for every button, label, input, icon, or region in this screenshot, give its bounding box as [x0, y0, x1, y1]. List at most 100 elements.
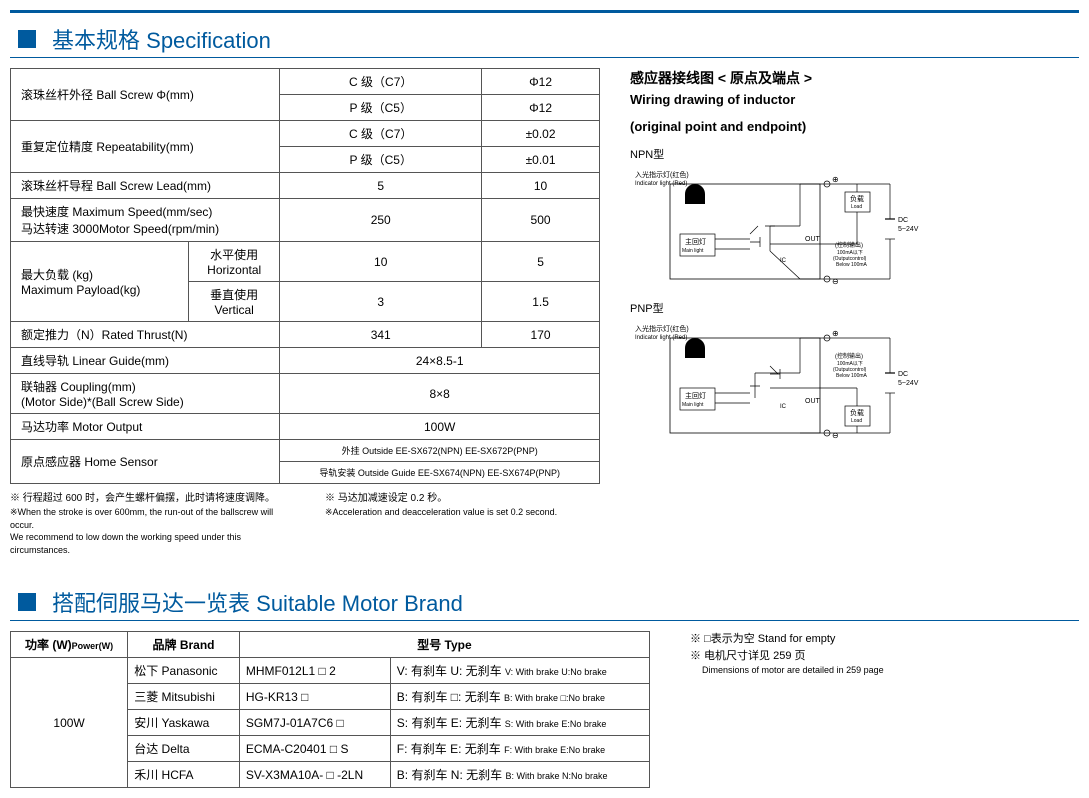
- note-col1: ※ 行程超过 600 时，会产生螺杆偏摆，此时请将速度调降。 ※When the…: [10, 492, 285, 556]
- svg-text:(控制输出): (控制输出): [835, 352, 863, 360]
- spec-val: 10: [482, 173, 600, 199]
- spec-val: 10: [280, 242, 482, 282]
- pl-l1: 最大负载 (kg): [21, 268, 93, 282]
- svg-text:Main light: Main light: [682, 402, 704, 408]
- spec-label: 滚珠丝杆导程 Ball Screw Lead(mm): [11, 173, 280, 199]
- table-row: 原点感应器 Home Sensor 外挂 Outside EE-SX672(NP…: [11, 440, 600, 462]
- section-title-text: 搭配伺服马达一览表 Suitable Motor Brand: [52, 586, 463, 618]
- speed-l1: 最快速度 Maximum Speed(mm/sec): [21, 205, 212, 219]
- svg-text:负载: 负载: [850, 194, 864, 203]
- svg-text:⊖: ⊖: [832, 277, 839, 286]
- spec-val: 500: [482, 199, 600, 242]
- th-text: 功率 (W): [25, 638, 72, 652]
- svg-text:5~24V: 5~24V: [898, 226, 919, 233]
- svg-text:Main light: Main light: [682, 248, 704, 254]
- td-brand: 安川 Yaskawa: [128, 710, 240, 736]
- table-row: 最大负载 (kg) Maximum Payload(kg) 水平使用Horizo…: [11, 242, 600, 282]
- td-opt: V: 有刹车 U: 无刹车 V: With brake U:No brake: [390, 658, 649, 684]
- opt-cn: B: 有刹车 □: 无刹车: [397, 690, 501, 704]
- note-text: ※ 行程超过 600 时，会产生螺杆偏摆，此时请将速度调降。: [10, 492, 285, 506]
- opt-cn: B: 有刹车 N: 无刹车: [397, 768, 502, 782]
- svg-text:主回灯: 主回灯: [685, 391, 706, 400]
- spec-val: ±0.01: [482, 147, 600, 173]
- spec-val: 170: [482, 322, 600, 348]
- td-opt: S: 有刹车 E: 无刹车 S: With brake E:No brake: [390, 710, 649, 736]
- pnp-diagram: 入光指示灯(红色) Indicator light (Red) 主回灯 Main…: [630, 318, 920, 448]
- note-text: ※When the stroke is over 600mm, the run-…: [10, 506, 285, 531]
- motor-notes: ※ □表示为空 Stand for empty ※ 电机尺寸详见 259 页 D…: [680, 631, 884, 678]
- opt-cn: S: 有刹车 E: 无刹车: [397, 716, 502, 730]
- svg-text:负载: 负载: [850, 408, 864, 417]
- td-opt: B: 有刹车 N: 无刹车 B: With brake N:No brake: [390, 762, 649, 788]
- table-row: 100W 松下 Panasonic MHMF012L1 □ 2 V: 有刹车 U…: [11, 658, 650, 684]
- spec-sub: C 级（C7）: [280, 121, 482, 147]
- svg-text:Load: Load: [851, 204, 862, 210]
- wiring-title-en1: Wiring drawing of inductor: [630, 92, 980, 107]
- speed-l2: 马达转速 3000Motor Speed(rpm/min): [21, 222, 219, 236]
- table-row: 最快速度 Maximum Speed(mm/sec) 马达转速 3000Moto…: [11, 199, 600, 242]
- spec-sub: C 级（C7）: [280, 69, 482, 95]
- motor-table: 功率 (W)Power(W) 品牌 Brand 型号 Type 100W 松下 …: [10, 631, 650, 788]
- spec-val: 100W: [280, 414, 600, 440]
- spec-val: Φ12: [482, 69, 600, 95]
- spec-sub: P 级（C5）: [280, 147, 482, 173]
- table-row: 直线导轨 Linear Guide(mm) 24×8.5-1: [11, 348, 600, 374]
- note-text: ※Acceleration and deacceleration value i…: [325, 506, 600, 519]
- spec-label: 额定推力（N）Rated Thrust(N): [11, 322, 280, 348]
- svg-text:OUT: OUT: [805, 398, 821, 405]
- spec-table: 滚珠丝杆外径 Ball Screw Φ(mm) C 级（C7） Φ12 P 级（…: [10, 68, 600, 484]
- wiring-title-en2: (original point and endpoint): [630, 119, 980, 134]
- square-bullet: [18, 593, 36, 611]
- td-brand: 松下 Panasonic: [128, 658, 240, 684]
- spec-val: ±0.02: [482, 121, 600, 147]
- td-model: HG-KR13 □: [239, 684, 390, 710]
- th-power: 功率 (W)Power(W): [11, 632, 128, 658]
- note-col2: ※ 马达加减速设定 0.2 秒。 ※Acceleration and deacc…: [325, 492, 600, 556]
- svg-text:主回灯: 主回灯: [685, 237, 706, 246]
- spec-val: 341: [280, 322, 482, 348]
- td-power: 100W: [11, 658, 128, 788]
- opt-en: B: With brake N:No brake: [505, 771, 607, 781]
- table-row: 马达功率 Motor Output 100W: [11, 414, 600, 440]
- cp-l2: (Motor Side)*(Ball Screw Side): [21, 395, 184, 409]
- table-row: 滚珠丝杆外径 Ball Screw Φ(mm) C 级（C7） Φ12: [11, 69, 600, 95]
- svg-text:OUT: OUT: [805, 236, 821, 243]
- svg-text:⊖: ⊖: [832, 431, 839, 440]
- spec-val: 8×8: [280, 374, 600, 414]
- spec-label: 马达功率 Motor Output: [11, 414, 280, 440]
- svg-text:入光指示灯(红色): 入光指示灯(红色): [635, 324, 689, 333]
- th-text-en: Power(W): [72, 641, 114, 651]
- pnp-label: PNP型: [630, 300, 980, 316]
- npn-diagram: 入光指示灯(红色) Indicator light (Red) 主回灯 Main…: [630, 164, 920, 294]
- spec-val: 24×8.5-1: [280, 348, 600, 374]
- svg-text:⊕: ⊕: [832, 329, 839, 338]
- table-row: 滚珠丝杆导程 Ball Screw Lead(mm) 5 10: [11, 173, 600, 199]
- square-bullet: [18, 30, 36, 48]
- spec-notes: ※ 行程超过 600 时，会产生螺杆偏摆，此时请将速度调降。 ※When the…: [10, 492, 600, 556]
- spec-label: 最快速度 Maximum Speed(mm/sec) 马达转速 3000Moto…: [11, 199, 280, 242]
- opt-en: V: With brake U:No brake: [505, 667, 607, 677]
- td-brand: 三菱 Mitsubishi: [128, 684, 240, 710]
- spec-val: 250: [280, 199, 482, 242]
- main-row: 滚珠丝杆外径 Ball Screw Φ(mm) C 级（C7） Φ12 P 级（…: [10, 68, 1079, 556]
- th-type: 型号 Type: [239, 632, 649, 658]
- opt-en: F: With brake E:No brake: [504, 745, 605, 755]
- table-row: 联轴器 Coupling(mm) (Motor Side)*(Ball Scre…: [11, 374, 600, 414]
- svg-text:IC: IC: [780, 258, 787, 264]
- td-model: MHMF012L1 □ 2: [239, 658, 390, 684]
- svg-text:Below 100mA: Below 100mA: [836, 373, 868, 379]
- cp-l1: 联轴器 Coupling(mm): [21, 380, 136, 394]
- svg-text:DC: DC: [898, 217, 908, 224]
- spec-label: 联轴器 Coupling(mm) (Motor Side)*(Ball Scre…: [11, 374, 280, 414]
- table-row: 额定推力（N）Rated Thrust(N) 341 170: [11, 322, 600, 348]
- table-header-row: 功率 (W)Power(W) 品牌 Brand 型号 Type: [11, 632, 650, 658]
- td-brand: 禾川 HCFA: [128, 762, 240, 788]
- opt-en: S: With brake E:No brake: [505, 719, 607, 729]
- td-model: SV-X3MA10A- □ -2LN: [239, 762, 390, 788]
- spec-val: 5: [280, 173, 482, 199]
- svg-text:入光指示灯(红色): 入光指示灯(红色): [635, 170, 689, 179]
- spec-val: 1.5: [482, 282, 600, 322]
- section-spec-title: 基本规格 Specification: [10, 23, 1079, 58]
- note-text: ※ □表示为空 Stand for empty: [690, 631, 884, 648]
- opt-cn: F: 有刹车 E: 无刹车: [397, 742, 501, 756]
